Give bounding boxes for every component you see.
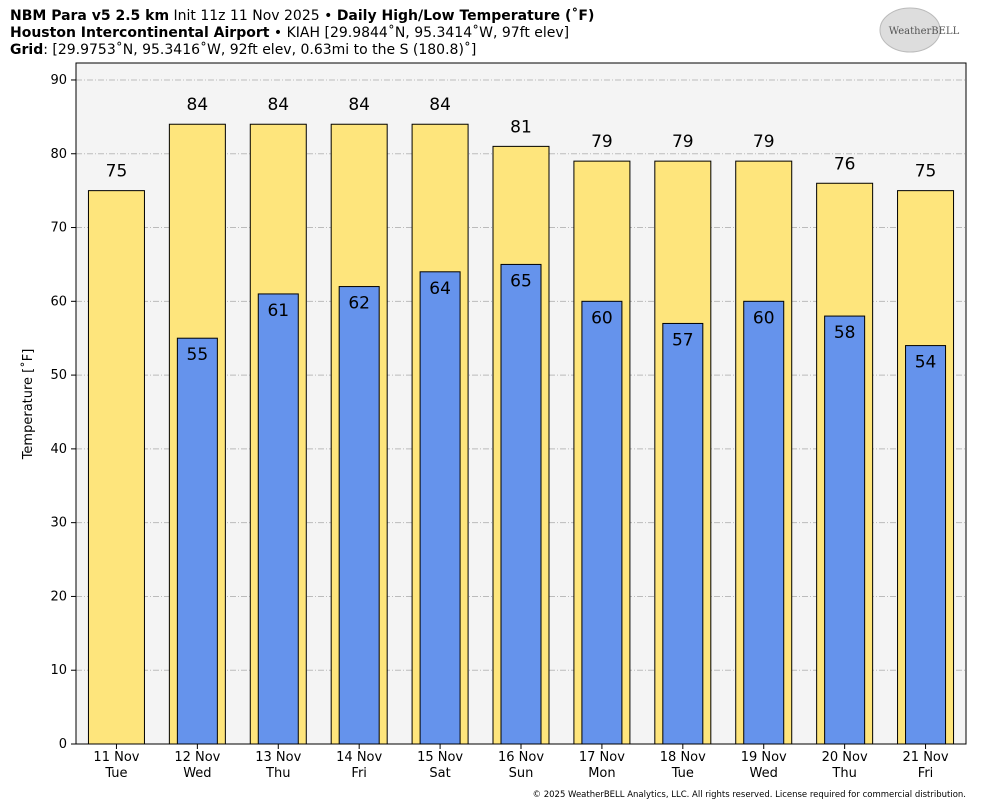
x-tick-label: Wed	[750, 766, 778, 781]
y-tick-label: 30	[50, 516, 67, 531]
bar	[581, 300, 623, 745]
bar	[338, 286, 380, 745]
y-tick-label: 20	[50, 589, 67, 604]
value-label: 75	[915, 162, 937, 182]
bar	[905, 345, 947, 745]
logo: WeatherBELL	[889, 26, 960, 37]
header-line: NBM Para v5 2.5 km Init 11z 11 Nov 2025 …	[10, 7, 594, 24]
bar	[500, 263, 542, 745]
x-tick-label: Mon	[588, 766, 615, 781]
value-label: 64	[429, 279, 451, 299]
value-label: 84	[187, 95, 209, 115]
y-tick-label: 50	[50, 368, 67, 383]
value-label: 84	[348, 95, 370, 115]
footer: © 2025 WeatherBELL Analytics, LLC. All r…	[533, 790, 966, 800]
bar	[176, 337, 218, 745]
bar	[87, 190, 145, 745]
value-label: 57	[672, 330, 694, 350]
header-text: NBM Para v5 2.5 km	[10, 8, 169, 24]
x-tick-label: Tue	[104, 766, 127, 781]
plot-frame	[75, 62, 967, 745]
header-text: Houston Intercontinental Airport	[10, 25, 270, 41]
x-tick-label: 18 Nov	[660, 750, 706, 765]
value-label: 79	[672, 132, 694, 152]
x-tick-label: 17 Nov	[579, 750, 625, 765]
header-text: Daily High/Low Temperature (˚F)	[337, 7, 595, 24]
x-tick-label: Sun	[509, 766, 534, 781]
x-tick-label: Sat	[429, 766, 450, 781]
value-label: 79	[753, 132, 775, 152]
y-tick-label: 80	[50, 147, 67, 162]
value-label: 54	[915, 353, 937, 373]
header-line: Houston Intercontinental Airport • KIAH …	[10, 24, 569, 41]
y-tick-label: 10	[50, 663, 67, 678]
value-label: 55	[187, 345, 209, 365]
value-label: 84	[429, 95, 451, 115]
y-tick-label: 40	[50, 442, 67, 457]
header-text: • KIAH [29.9844˚N, 95.3414˚W, 97ft elev]	[269, 24, 569, 41]
bar	[662, 322, 704, 745]
header-line: Grid: [29.9753˚N, 95.3416˚W, 92ft elev, …	[10, 41, 476, 58]
value-label: 60	[753, 308, 775, 328]
value-label: 81	[510, 117, 532, 137]
y-tick-label: 60	[50, 294, 67, 309]
x-tick-label: 12 Nov	[174, 750, 220, 765]
value-label: 84	[267, 95, 289, 115]
x-tick-label: 20 Nov	[822, 750, 868, 765]
bar	[824, 315, 866, 745]
value-label: 62	[348, 294, 370, 314]
logo-shape	[879, 7, 941, 53]
x-tick-label: Wed	[183, 766, 211, 781]
bar	[743, 300, 785, 745]
y-tick-label: 0	[59, 737, 67, 752]
x-tick-label: Tue	[671, 766, 694, 781]
x-tick-label: Fri	[351, 766, 367, 781]
x-tick-label: 19 Nov	[741, 750, 787, 765]
x-tick-label: Fri	[918, 766, 934, 781]
y-axis-label: Temperature [˚F]	[20, 349, 36, 461]
x-tick-label: 15 Nov	[417, 750, 463, 765]
y-tick-label: 70	[50, 221, 67, 236]
x-tick-label: 13 Nov	[255, 750, 301, 765]
bar	[419, 271, 461, 745]
x-tick-label: 11 Nov	[93, 750, 139, 765]
header-text: : [29.9753˚N, 95.3416˚W, 92ft elev, 0.63…	[43, 41, 476, 58]
x-tick-label: Thu	[831, 766, 856, 781]
value-label: 60	[591, 308, 613, 328]
bar	[257, 293, 299, 745]
x-tick-label: 14 Nov	[336, 750, 382, 765]
header-text: Grid	[10, 42, 43, 58]
x-tick-label: Thu	[265, 766, 290, 781]
header-text: Init 11z 11 Nov 2025 •	[169, 8, 337, 24]
value-label: 65	[510, 271, 532, 291]
value-label: 75	[106, 162, 128, 182]
value-label: 58	[834, 323, 856, 343]
value-label: 76	[834, 154, 856, 174]
y-tick-label: 90	[50, 73, 67, 88]
value-label: 79	[591, 132, 613, 152]
x-tick-label: 21 Nov	[903, 750, 949, 765]
value-label: 61	[267, 301, 289, 321]
x-tick-label: 16 Nov	[498, 750, 544, 765]
